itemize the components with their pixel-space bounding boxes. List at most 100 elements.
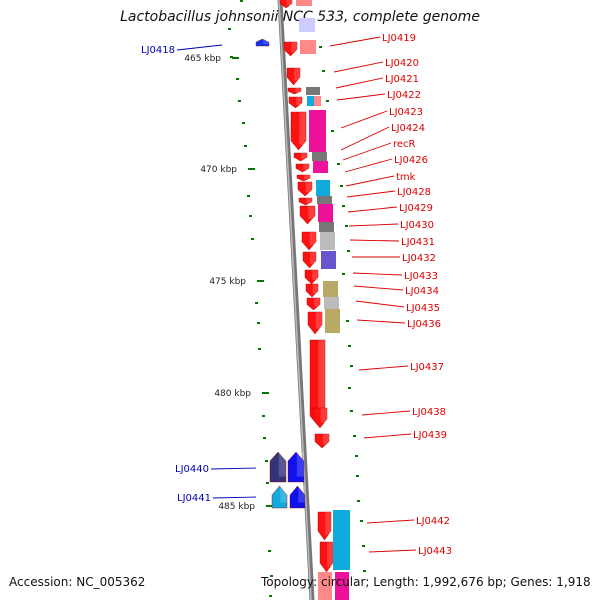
genome-backbone: [277, 0, 315, 600]
gene-arrow-shape: [293, 152, 308, 162]
gene-arrow: [271, 485, 288, 509]
scale-tick: [238, 100, 241, 102]
scale-tick: [342, 273, 345, 275]
gene-block: [313, 161, 328, 173]
scale-tick: [255, 302, 258, 304]
scale-mark-tick: [248, 168, 255, 170]
gene-block: [325, 309, 340, 333]
gene-arrow-shade: [263, 39, 269, 45]
scale-tick: [356, 475, 359, 477]
gene-arrow: [305, 283, 319, 298]
gene-arrow-shape: [301, 231, 317, 251]
gene-label-leader: [355, 300, 405, 308]
gene-label-lj0418: LJ0418: [141, 44, 223, 56]
gene-label-leader: [212, 496, 257, 499]
scale-tick: [362, 545, 365, 547]
gene-label-lj0422: LJ0422: [336, 90, 421, 101]
gene-arrow: [312, 407, 328, 429]
gene-label-leader: [346, 190, 396, 198]
scale-mark-tick: [232, 57, 239, 59]
gene-label-text: LJ0432: [402, 253, 436, 264]
gene-label-text: LJ0436: [407, 319, 441, 330]
gene-block: [335, 572, 349, 600]
gene-label-lj0438: LJ0438: [361, 407, 446, 418]
gene-block: [307, 96, 314, 106]
scale-tick: [257, 322, 260, 324]
gene-arrow-shade: [320, 408, 327, 423]
gene-arrow: [297, 181, 313, 197]
gene-label-leader: [336, 93, 386, 101]
scale-tick: [249, 215, 252, 217]
scale-tick: [242, 122, 245, 124]
gene-label-leader: [349, 239, 400, 242]
gene-label-text: LJ0443: [418, 546, 452, 557]
gene-arrow: [286, 67, 301, 86]
scale-tick: [319, 46, 322, 48]
gene-label-lj0433: LJ0433: [352, 271, 438, 282]
scale-tick: [363, 570, 366, 572]
gene-block: [314, 96, 321, 106]
gene-block: [300, 40, 316, 54]
gene-arrow: [288, 96, 303, 109]
gene-block: [318, 204, 333, 222]
gene-arrow-shape: [287, 87, 302, 95]
gene-arrow: [283, 41, 298, 57]
gene-arrow-shade: [309, 232, 316, 246]
gene-label-leader: [335, 77, 384, 89]
scale-mark-label: 485 kbp: [218, 502, 255, 512]
gene-arrow-shape: [319, 541, 334, 573]
gene-arrow-shade: [303, 164, 309, 170]
gene-label-lj0419: LJ0419: [329, 33, 416, 47]
gene-label-lj0443: LJ0443: [368, 546, 452, 557]
gene-label-lj0439: LJ0439: [363, 430, 447, 441]
scale-tick: [355, 455, 358, 457]
gene-label-text: LJ0441: [177, 493, 211, 504]
scale-tick: [269, 595, 272, 597]
scale-tick: [357, 500, 360, 502]
gene-arrow-shape: [287, 451, 305, 483]
gene-label-leader: [358, 365, 409, 371]
gene-label-leader: [347, 206, 398, 213]
gene-label-text: LJ0424: [391, 123, 425, 134]
gene-arrow-shade: [318, 340, 325, 420]
gene-arrow-shade: [314, 298, 320, 307]
gene-label-text: LJ0422: [387, 90, 421, 101]
gene-label-leader: [333, 61, 384, 73]
scale-tick: [346, 320, 349, 322]
gene-arrow-shade: [291, 42, 297, 53]
gene-arrow-shape: [286, 67, 301, 86]
gene-block: [296, 0, 312, 6]
gene-arrow-shade: [296, 97, 302, 106]
gene-label-leader: [361, 410, 411, 416]
gene-arrow-shade: [305, 182, 312, 193]
scale-mark-tick: [257, 280, 264, 282]
gene-arrow-shape: [314, 433, 330, 449]
scale-mark-label: 480 kbp: [214, 389, 251, 399]
gene-label-lj0429: LJ0429: [347, 203, 433, 214]
gene-label-text: LJ0434: [405, 286, 439, 297]
gene-label-leader: [368, 549, 417, 553]
gene-block: [333, 510, 350, 570]
scale-tick: [247, 195, 250, 197]
gene-label-leader: [353, 285, 404, 291]
gene-arrow-shade: [306, 198, 312, 204]
gene-arrow: [314, 433, 330, 449]
gene-arrow: [289, 485, 306, 509]
gene-block: [323, 281, 338, 297]
gene-arrow-shade: [295, 88, 301, 93]
gene-block: [316, 180, 330, 196]
gene-arrow-shade: [296, 452, 304, 477]
scale-tick: [268, 550, 271, 552]
gene-arrow-shape: [298, 197, 313, 206]
gene-arrow-shape: [312, 407, 328, 429]
scale-tick: [244, 145, 247, 147]
gene-arrow-shape: [283, 41, 298, 57]
gene-label-lj0426: LJ0426: [344, 155, 428, 173]
genome-backbone-highlight: [278, 0, 312, 600]
gene-label-text: LJ0428: [397, 187, 431, 198]
gene-arrow: [269, 451, 287, 483]
gene-label-lj0430: LJ0430: [348, 220, 434, 231]
scale-tick: [266, 482, 269, 484]
gene-block: [324, 297, 339, 309]
gene-arrow-shade: [327, 542, 333, 567]
